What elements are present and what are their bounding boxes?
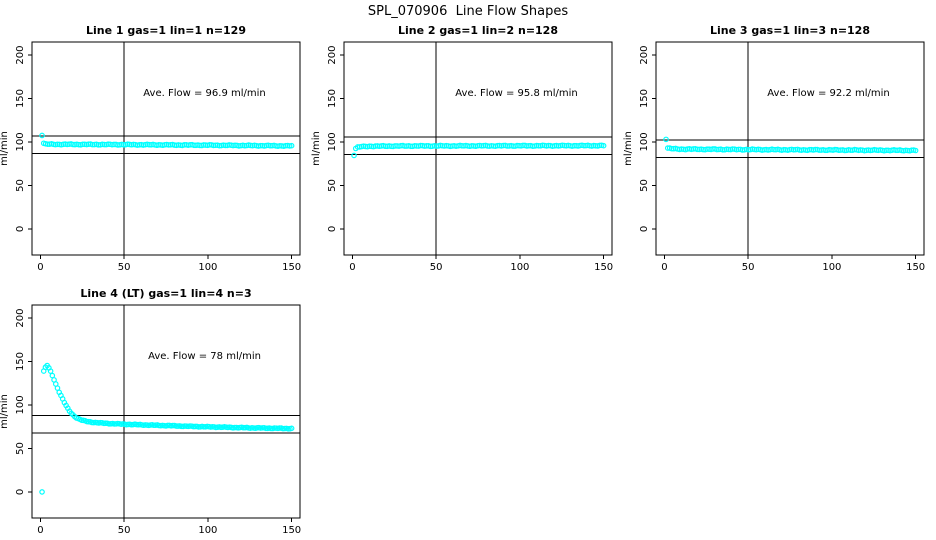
y-axis: 0 50 100 150 200 ml/min [623, 45, 656, 232]
y-tick-label: 0 [15, 489, 26, 495]
y-axis-title: ml/min [311, 131, 322, 166]
y-tick-label: 150 [327, 89, 338, 108]
y-tick-label: 0 [327, 226, 338, 232]
plot-box [343, 41, 613, 256]
x-axis: 0 50 100 150 [37, 255, 301, 273]
y-tick-label: 50 [327, 179, 338, 192]
flow-data-point [663, 136, 669, 143]
ave-flow-annotation: Ave. Flow = 95.8 ml/min [455, 88, 577, 99]
page-title: SPL_070906 Line Flow Shapes [367, 4, 569, 19]
ave-flow-annotation: Ave. Flow = 92.2 ml/min [767, 88, 889, 99]
x-tick-label: 0 [37, 525, 43, 536]
y-tick-label: 100 [327, 132, 338, 151]
y-axis: 0 50 100 150 200 ml/min [311, 45, 344, 232]
subplot-title: Line 3 gas=1 lin=3 n=128 [710, 24, 870, 37]
subplot-line2: 0 50 100 150 200 ml/min 0 50 100 150 Line 2 gas=1 … [311, 24, 613, 273]
subplot-line1: 0 50 100 150 200 ml/min 0 50 100 150 Line 1 gas=1 … [0, 24, 301, 273]
x-tick-label: 150 [906, 262, 925, 273]
flow-data-point [47, 368, 54, 374]
x-tick-label: 150 [594, 262, 613, 273]
x-axis: 0 50 100 150 [37, 518, 301, 536]
y-tick-label: 100 [15, 395, 26, 414]
x-tick-label: 150 [282, 262, 301, 273]
x-tick-label: 0 [661, 262, 667, 273]
x-tick-label: 50 [430, 262, 443, 273]
y-tick-label: 50 [15, 442, 26, 455]
x-tick-label: 150 [282, 525, 301, 536]
flow-data-point [49, 372, 56, 379]
subplot-line3: 0 50 100 150 200 ml/min 0 50 100 150 Line 3 gas=1 … [623, 24, 925, 273]
subplot-title: Line 2 gas=1 lin=2 n=128 [398, 24, 558, 37]
y-axis: 0 50 100 150 200 ml/min [0, 308, 32, 495]
x-axis: 0 50 100 150 [661, 255, 925, 273]
y-tick-label: 0 [15, 226, 26, 232]
y-axis-title: ml/min [623, 131, 634, 166]
x-tick-label: 100 [198, 525, 217, 536]
y-tick-label: 200 [15, 45, 26, 64]
ave-flow-annotation: Ave. Flow = 96.9 ml/min [143, 88, 265, 99]
x-tick-label: 100 [510, 262, 529, 273]
data-points [663, 136, 919, 154]
x-tick-label: 100 [822, 262, 841, 273]
x-tick-label: 0 [349, 262, 355, 273]
flow-data-point [351, 152, 357, 159]
y-axis: 0 50 100 150 200 ml/min [0, 45, 32, 232]
x-tick-label: 50 [118, 262, 131, 273]
y-axis-title: ml/min [0, 131, 10, 166]
plot-box [655, 41, 925, 256]
x-tick-label: 0 [37, 262, 43, 273]
y-tick-label: 150 [15, 352, 26, 371]
data-points [39, 132, 295, 149]
y-tick-label: 100 [639, 132, 650, 151]
plot-box [31, 41, 301, 256]
x-axis: 0 50 100 150 [349, 255, 613, 273]
y-tick-label: 200 [327, 45, 338, 64]
subplot-line4: 0 50 100 150 200 ml/min 0 50 100 150 Line 4 (LT) g… [0, 287, 301, 536]
y-tick-label: 200 [639, 45, 650, 64]
data-points [39, 362, 295, 495]
y-tick-label: 200 [15, 308, 26, 327]
y-tick-label: 50 [639, 179, 650, 192]
subplot-title: Line 1 gas=1 lin=1 n=129 [86, 24, 246, 37]
flow-data-point [600, 142, 607, 149]
x-tick-label: 100 [198, 262, 217, 273]
subplot-title: Line 4 (LT) gas=1 lin=4 n=3 [80, 287, 251, 300]
data-points [351, 142, 607, 159]
x-tick-label: 50 [118, 525, 131, 536]
y-tick-label: 150 [15, 89, 26, 108]
flow-data-point [39, 132, 45, 139]
y-tick-label: 150 [639, 89, 650, 108]
y-tick-label: 0 [639, 226, 650, 232]
y-tick-label: 100 [15, 132, 26, 151]
ave-flow-annotation: Ave. Flow = 78 ml/min [148, 351, 261, 362]
flow-data-point [288, 142, 295, 149]
flow-data-point [39, 489, 45, 495]
y-tick-label: 50 [15, 179, 26, 192]
plot-box [31, 304, 301, 519]
flow-data-point [912, 147, 919, 154]
x-tick-label: 50 [742, 262, 755, 273]
flow-data-point [288, 425, 295, 432]
y-axis-title: ml/min [0, 394, 10, 429]
